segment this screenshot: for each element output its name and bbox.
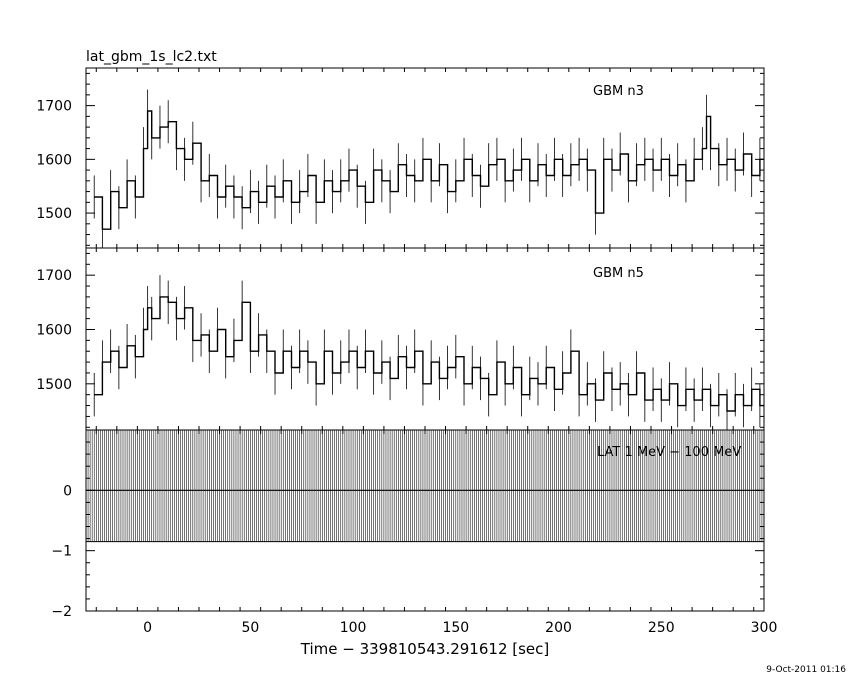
panel-lat: −2 −1 0 0 50 100 150 200 250 300 — [51, 429, 778, 636]
timestamp: 9-Oct-2011 01:16 — [766, 665, 846, 675]
x-tick-label: 0 — [143, 620, 152, 636]
x-axis-label: Time − 339810543.291612 [sec] — [300, 640, 550, 658]
panel-frame — [85, 67, 765, 249]
panel-label-gbm-n5: GBM n5 — [593, 266, 644, 281]
y-tick-label: −1 — [51, 544, 72, 560]
y-tick-label: 1600 — [36, 152, 72, 168]
y-tick-label: 1500 — [36, 377, 72, 393]
panel-gbm-n3: 1500 1600 1700 — [36, 67, 765, 249]
x-tick-label: 150 — [442, 620, 469, 636]
y-tick-label: 1500 — [36, 206, 72, 222]
y-tick-label: 0 — [63, 483, 72, 499]
panel-label-gbm-n3: GBM n3 — [593, 84, 644, 99]
x-tick-label: 250 — [648, 620, 675, 636]
chart-title: lat_gbm_1s_lc2.txt — [86, 49, 217, 65]
series-line — [94, 110, 764, 230]
y-tick-label: 1700 — [36, 268, 72, 284]
x-tick-label: 300 — [751, 620, 778, 636]
y-tick-label: 1600 — [36, 322, 72, 338]
x-tick-label: 100 — [340, 620, 367, 636]
series-line — [94, 296, 764, 412]
x-tick-label: 200 — [545, 620, 572, 636]
y-tick-label: 1700 — [36, 99, 72, 115]
panel-gbm-n5: 1500 1600 1700 — [36, 247, 765, 431]
panel-frame — [85, 247, 765, 431]
y-tick-label: −2 — [51, 604, 72, 620]
x-tick-label: 50 — [241, 620, 259, 636]
panel-label-lat: LAT 1 MeV − 100 MeV — [597, 445, 741, 460]
